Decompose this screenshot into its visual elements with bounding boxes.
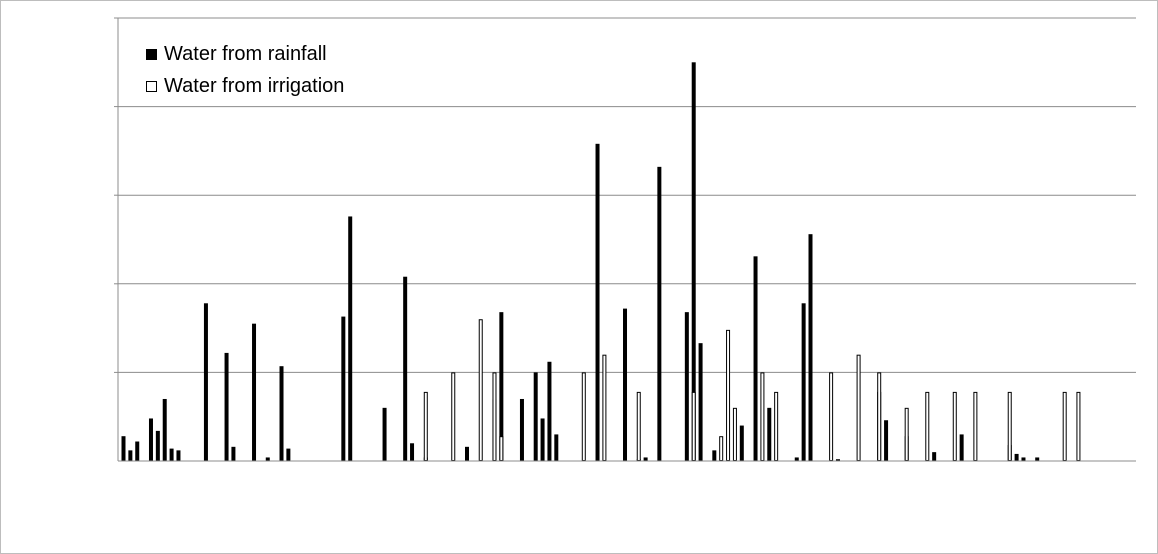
rainfall-bar — [410, 443, 414, 461]
rainfall-bar — [135, 442, 139, 461]
irrigation-bar — [733, 408, 736, 460]
irrigation-bar — [953, 392, 956, 460]
rainfall-bar — [740, 426, 744, 461]
legend-item-rainfall: Water from rainfall — [146, 43, 327, 66]
irrigation-bar — [905, 408, 908, 460]
rainfall-bar — [657, 167, 661, 461]
irrigation-bar — [692, 392, 695, 460]
irrigation-bar — [830, 373, 833, 461]
legend-item-irrigation: Water from irrigation — [146, 75, 344, 98]
rainfall-bar — [231, 447, 235, 461]
irrigation-bar — [493, 373, 496, 461]
rainfall-bar — [534, 372, 538, 461]
irrigation-bar — [1008, 392, 1011, 460]
rainfall-bar — [960, 434, 964, 461]
rainfall-bar — [1035, 457, 1039, 461]
rainfall-bar — [644, 457, 648, 461]
rainfall-bar — [1015, 454, 1019, 461]
rainfall-bar — [1021, 457, 1025, 461]
irrigation-bar — [637, 392, 640, 460]
rainfall-bar — [541, 418, 545, 461]
rainfall-bar — [383, 408, 387, 461]
irrigation-bar — [761, 373, 764, 461]
rainfall-bar — [596, 144, 600, 461]
rainfall-bar — [754, 256, 758, 461]
rainfall-bar — [286, 449, 290, 461]
irrigation-bar — [479, 320, 482, 461]
rainfall-bar — [170, 449, 174, 461]
rainfall-bar — [341, 317, 345, 461]
rainfall-bar — [176, 450, 180, 461]
rainfall-bar — [403, 277, 407, 461]
rainfall-bar — [163, 399, 167, 461]
rainfall-bar — [122, 436, 126, 461]
irrigation-bar — [582, 373, 585, 461]
rainfall-swatch-icon — [146, 49, 157, 60]
rainfall-bars — [122, 62, 1040, 461]
rainfall-bar — [699, 343, 703, 461]
rainfall-bar — [348, 216, 352, 461]
irrigation-bar — [424, 392, 427, 460]
rainfall-bar — [712, 450, 716, 461]
rainfall-bar — [225, 353, 229, 461]
irrigation-bar — [720, 437, 723, 461]
rainfall-bar — [685, 312, 689, 461]
rainfall-bar — [252, 324, 256, 461]
legend-label-irrigation: Water from irrigation — [164, 75, 344, 98]
rainfall-bar — [884, 420, 888, 461]
rainfall-bar — [554, 434, 558, 461]
legend-label-rainfall: Water from rainfall — [164, 43, 327, 66]
irrigation-bar — [1077, 392, 1080, 460]
irrigation-bar — [878, 373, 881, 461]
irrigation-bar — [857, 355, 860, 460]
rainfall-bar — [623, 309, 627, 461]
rainfall-bar — [280, 366, 284, 461]
rainfall-bar — [204, 303, 208, 461]
rainfall-bar — [465, 447, 469, 461]
irrigation-bar — [926, 392, 929, 460]
rainfall-bar — [156, 431, 160, 461]
irrigation-bar — [500, 437, 503, 461]
irrigation-swatch-icon — [146, 81, 157, 92]
irrigation-bar — [603, 355, 606, 460]
rainfall-bar — [767, 408, 771, 461]
rainfall-bar — [802, 303, 806, 461]
rainfall-bar — [266, 457, 270, 461]
rainfall-bar — [520, 399, 524, 461]
irrigation-bar — [1063, 392, 1066, 460]
rainfall-bar — [795, 457, 799, 461]
rainfall-bar — [932, 452, 936, 461]
irrigation-bar — [974, 392, 977, 460]
rainfall-bar — [128, 450, 132, 461]
irrigation-bar — [775, 392, 778, 460]
irrigation-bar — [452, 373, 455, 461]
rainfall-bar — [149, 418, 153, 461]
rainfall-bar — [809, 234, 813, 461]
rainfall-bar — [547, 362, 551, 461]
irrigation-bar — [727, 330, 730, 460]
